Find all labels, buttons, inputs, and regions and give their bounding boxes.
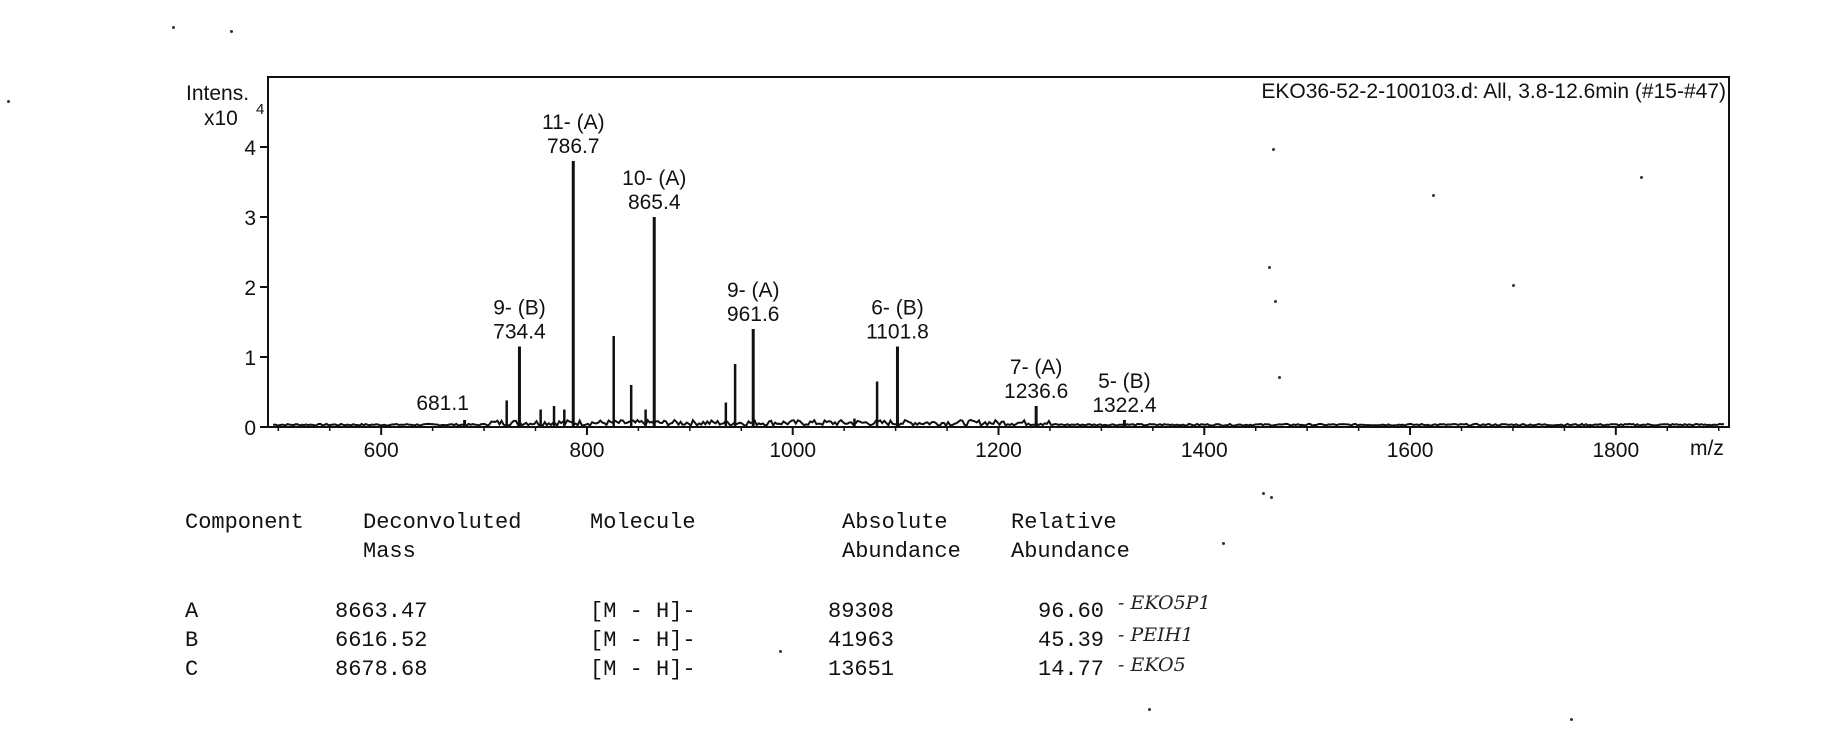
- scan-speck: [1274, 300, 1277, 303]
- x-tick-label: 800: [569, 439, 604, 462]
- x-tick-label: 600: [364, 439, 399, 462]
- row-a-component: A: [185, 599, 199, 624]
- peak-mz-label: 1101.8: [866, 321, 929, 344]
- peak-charge-label: 9- (A): [727, 279, 780, 302]
- axes: 600 800 1000 1200 1400 1600 1800 0 1 2 3 4: [244, 137, 1720, 462]
- peak-labels: 681.1 9- (B)734.4 11- (A)786.7 10- (A)865.4…: [416, 111, 1157, 417]
- y-tick-label: 1: [244, 347, 256, 370]
- plot-frame: [267, 76, 1730, 428]
- y-tick-label: 0: [244, 417, 256, 440]
- scan-speck: [1640, 176, 1643, 179]
- scan-speck: [230, 30, 233, 33]
- header-absolute: Absolute: [842, 510, 948, 535]
- chart-title: EKO36-52-2-100103.d: All, 3.8-12.6min (#…: [1261, 80, 1726, 103]
- y-axis-multiplier: x10: [204, 107, 238, 130]
- row-a-relative: 96.60: [1038, 599, 1105, 624]
- x-axis-label: m/z: [1690, 437, 1724, 460]
- scan-speck: [1570, 718, 1573, 721]
- header-relative-line2: Abundance: [1011, 539, 1130, 564]
- peak-mz-label: 1236.6: [1004, 380, 1068, 403]
- peak-mz-label: 961.6: [727, 303, 780, 326]
- x-tick-label: 1000: [769, 439, 816, 462]
- row-c-molecule: [M - H]-: [590, 657, 696, 682]
- scan-speck: [1222, 542, 1225, 545]
- peak-mz-label: 1322.4: [1092, 394, 1157, 417]
- handwritten-note-b: - PEIH1: [1118, 624, 1194, 646]
- header-molecule: Molecule: [590, 510, 696, 535]
- scan-speck: [1270, 496, 1273, 499]
- scan-speck: [1278, 376, 1281, 379]
- row-b-component: B: [185, 628, 199, 653]
- row-c-mass: 8678.68: [335, 657, 428, 682]
- mass-spectrum-chart: 600 800 1000 1200 1400 1600 1800 0 1 2 3 4 681.1 9- …: [186, 76, 1730, 462]
- row-b-molecule: [M - H]-: [590, 628, 696, 653]
- header-relative: Relative: [1011, 510, 1117, 535]
- header-mass-line2: Mass: [363, 539, 416, 564]
- scan-speck: [1148, 708, 1151, 711]
- peak-mz-label: 786.7: [547, 135, 600, 158]
- handwritten-note-c: - EKO5: [1118, 654, 1186, 676]
- scan-speck: [1272, 148, 1275, 151]
- scan-speck: [7, 100, 10, 103]
- scan-speck: [172, 26, 175, 29]
- scan-speck: [1512, 284, 1515, 287]
- peak-mz-label: 681.1: [416, 392, 469, 415]
- header-component: Component: [185, 510, 304, 535]
- handwritten-note-a: - EKO5P1: [1118, 592, 1211, 614]
- y-axis-label: Intens.: [186, 82, 249, 105]
- peak-charge-label: 5- (B): [1098, 370, 1151, 393]
- peaks: [463, 161, 1126, 427]
- y-axis-exponent: 4: [256, 101, 264, 118]
- y-tick-label: 3: [244, 207, 256, 230]
- row-b-relative: 45.39: [1038, 628, 1105, 653]
- row-a-molecule: [M - H]-: [590, 599, 696, 624]
- header-absolute-line2: Abundance: [842, 539, 961, 564]
- row-c-absolute: 13651: [828, 657, 895, 682]
- y-tick-label: 4: [244, 137, 256, 160]
- y-tick-label: 2: [244, 277, 256, 300]
- peak-charge-label: 10- (A): [622, 167, 686, 190]
- scan-speck: [1432, 194, 1435, 197]
- row-c-component: C: [185, 657, 199, 682]
- scan-speck: [779, 650, 782, 653]
- row-c-relative: 14.77: [1038, 657, 1105, 682]
- baseline-trace: [273, 418, 1725, 428]
- peak-charge-label: 9- (B): [493, 297, 546, 320]
- x-tick-label: 1600: [1387, 439, 1434, 462]
- row-a-mass: 8663.47: [335, 599, 428, 624]
- x-tick-label: 1800: [1592, 439, 1639, 462]
- peak-charge-label: 7- (A): [1010, 356, 1063, 379]
- row-a-absolute: 89308: [828, 599, 895, 624]
- peak-mz-label: 734.4: [493, 321, 546, 344]
- x-tick-label: 1400: [1181, 439, 1228, 462]
- peak-charge-label: 6- (B): [871, 297, 924, 320]
- scan-speck: [1262, 492, 1265, 495]
- row-b-absolute: 41963: [828, 628, 895, 653]
- scan-speck: [1268, 266, 1271, 269]
- x-tick-label: 1200: [975, 439, 1022, 462]
- peak-charge-label: 11- (A): [542, 111, 605, 134]
- row-b-mass: 6616.52: [335, 628, 428, 653]
- peak-mz-label: 865.4: [628, 191, 681, 214]
- header-mass: Deconvoluted: [363, 510, 522, 535]
